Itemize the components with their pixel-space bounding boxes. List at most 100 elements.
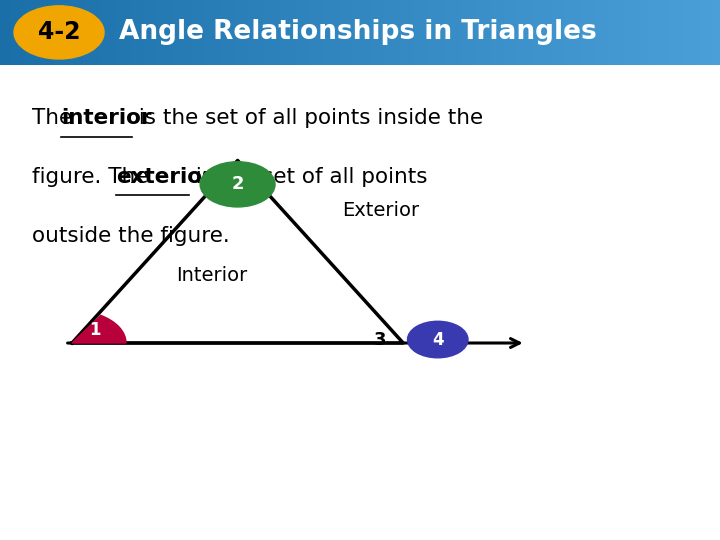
Bar: [608, 0, 612, 65]
Bar: [547, 0, 551, 65]
Bar: [587, 0, 590, 65]
Bar: [688, 0, 691, 65]
Bar: [313, 0, 317, 65]
Bar: [407, 0, 410, 65]
Bar: [630, 0, 634, 65]
Bar: [194, 0, 198, 65]
Bar: [144, 0, 148, 65]
Bar: [371, 0, 374, 65]
Bar: [202, 0, 205, 65]
Text: The: The: [32, 108, 79, 129]
Bar: [148, 0, 151, 65]
Bar: [641, 0, 644, 65]
Bar: [36, 0, 40, 65]
Bar: [648, 0, 652, 65]
Bar: [367, 0, 371, 65]
Text: 1: 1: [89, 321, 101, 339]
Bar: [432, 0, 436, 65]
Bar: [50, 0, 54, 65]
Bar: [497, 0, 500, 65]
Bar: [245, 0, 248, 65]
Wedge shape: [72, 315, 126, 343]
Bar: [684, 0, 688, 65]
Bar: [238, 0, 241, 65]
Bar: [126, 0, 130, 65]
Bar: [655, 0, 659, 65]
Text: is the set of all points: is the set of all points: [189, 167, 428, 187]
Bar: [364, 0, 367, 65]
Bar: [58, 0, 61, 65]
Circle shape: [408, 321, 468, 358]
Bar: [295, 0, 299, 65]
Bar: [43, 0, 47, 65]
Bar: [115, 0, 119, 65]
Bar: [137, 0, 140, 65]
Text: Exterior: Exterior: [342, 201, 419, 220]
Bar: [605, 0, 608, 65]
Bar: [504, 0, 508, 65]
Bar: [176, 0, 180, 65]
Bar: [338, 0, 342, 65]
Bar: [518, 0, 522, 65]
Bar: [317, 0, 320, 65]
Bar: [659, 0, 662, 65]
Text: Holt Geometry: Holt Geometry: [11, 512, 123, 527]
Bar: [673, 0, 677, 65]
Bar: [569, 0, 572, 65]
Bar: [342, 0, 346, 65]
Bar: [281, 0, 284, 65]
Bar: [544, 0, 547, 65]
Text: 4: 4: [432, 330, 444, 348]
Bar: [450, 0, 454, 65]
Bar: [446, 0, 450, 65]
Bar: [346, 0, 349, 65]
Bar: [698, 0, 702, 65]
Bar: [162, 0, 166, 65]
Bar: [691, 0, 695, 65]
Text: interior: interior: [61, 108, 152, 129]
Bar: [353, 0, 356, 65]
Bar: [428, 0, 432, 65]
Bar: [389, 0, 392, 65]
Bar: [227, 0, 230, 65]
Bar: [490, 0, 493, 65]
Bar: [97, 0, 101, 65]
Bar: [155, 0, 158, 65]
Bar: [396, 0, 400, 65]
Bar: [76, 0, 79, 65]
Bar: [72, 0, 76, 65]
Bar: [169, 0, 173, 65]
Bar: [540, 0, 544, 65]
Bar: [22, 0, 25, 65]
Bar: [133, 0, 137, 65]
Bar: [331, 0, 335, 65]
Bar: [457, 0, 461, 65]
Bar: [198, 0, 202, 65]
Bar: [266, 0, 270, 65]
Bar: [637, 0, 641, 65]
Bar: [277, 0, 281, 65]
Bar: [508, 0, 511, 65]
Bar: [14, 0, 18, 65]
Bar: [288, 0, 292, 65]
Ellipse shape: [14, 6, 104, 59]
Bar: [526, 0, 529, 65]
Bar: [54, 0, 58, 65]
Bar: [166, 0, 169, 65]
Bar: [212, 0, 216, 65]
Bar: [130, 0, 133, 65]
Bar: [18, 0, 22, 65]
Bar: [47, 0, 50, 65]
Bar: [454, 0, 457, 65]
Bar: [662, 0, 666, 65]
Text: is the set of all points inside the: is the set of all points inside the: [132, 108, 483, 129]
Text: 2: 2: [231, 176, 244, 193]
Bar: [551, 0, 554, 65]
Bar: [443, 0, 446, 65]
Text: 4-2: 4-2: [37, 21, 81, 44]
Bar: [594, 0, 598, 65]
Bar: [522, 0, 526, 65]
Bar: [86, 0, 90, 65]
Bar: [418, 0, 421, 65]
Bar: [425, 0, 428, 65]
